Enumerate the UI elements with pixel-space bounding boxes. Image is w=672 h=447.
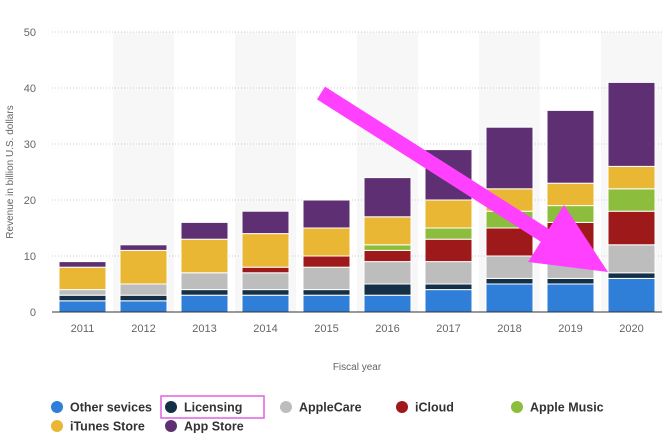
legend-label-other-sevices: Other sevices bbox=[70, 401, 152, 415]
y-axis-ticks: 0 10 20 30 40 50 bbox=[24, 27, 36, 319]
bar-2013-licensing bbox=[180, 289, 229, 296]
x-tick-label: 2013 bbox=[192, 323, 216, 335]
bar-2014-app-store bbox=[241, 210, 290, 235]
x-tick-label: 2012 bbox=[131, 323, 155, 335]
x-tick-label: 2017 bbox=[436, 323, 460, 335]
legend-label-applecare: AppleCare bbox=[299, 401, 362, 415]
x-axis-title: Fiscal year bbox=[333, 362, 382, 373]
x-tick-label: 2018 bbox=[497, 323, 521, 335]
legend-label-app-store: App Store bbox=[184, 420, 244, 434]
bar-2020-licensing bbox=[607, 272, 656, 279]
legend-label-apple-music: Apple Music bbox=[530, 401, 604, 415]
x-tick-label: 2016 bbox=[375, 323, 399, 335]
bar-2013-other-sevices bbox=[180, 294, 229, 313]
bar-2015-itunes-store bbox=[302, 227, 351, 257]
bar-2020-icloud bbox=[607, 210, 656, 246]
bar-2014-applecare bbox=[241, 272, 290, 291]
bar-2015-other-sevices bbox=[302, 294, 351, 313]
bar-2019-app-store bbox=[546, 109, 595, 184]
legend-marker-app-store bbox=[165, 420, 177, 432]
bar-2019-other-sevices bbox=[546, 283, 595, 313]
x-axis-ticks: 2011 2012 2013 2014 2015 2016 2017 2018 2019 2020 bbox=[71, 323, 644, 335]
legend-highlight-box bbox=[160, 395, 265, 419]
bar-2020-applecare bbox=[607, 244, 656, 274]
x-tick-label: 2019 bbox=[558, 323, 582, 335]
bar-2011-itunes-store bbox=[58, 266, 107, 291]
y-tick-label: 50 bbox=[24, 27, 36, 39]
y-tick-label: 10 bbox=[24, 251, 36, 263]
bar-2020-apple-music bbox=[607, 188, 656, 212]
arrow-head bbox=[528, 205, 608, 272]
annotation-arrow bbox=[316, 86, 608, 272]
y-axis-title: Revenue in billion U.S. dollars bbox=[5, 105, 16, 238]
bar-2013-app-store bbox=[180, 221, 229, 240]
bar-2014-other-sevices bbox=[241, 294, 290, 313]
bar-2019-licensing bbox=[546, 277, 595, 285]
x-tick-label: 2011 bbox=[71, 323, 95, 335]
bar-2017-other-sevices bbox=[424, 289, 473, 313]
legend-marker-icloud bbox=[396, 401, 408, 413]
legend-label-licensing: Licensing bbox=[184, 401, 242, 415]
legend-marker-other-sevices bbox=[51, 401, 63, 413]
bar-2014-itunes-store bbox=[241, 233, 290, 268]
bar-2014-licensing bbox=[241, 289, 290, 296]
legend: Other sevices Licensing AppleCare iCloud App… bbox=[51, 395, 604, 434]
bar-2016-other-sevices bbox=[363, 294, 412, 313]
bar-2012-other-sevices bbox=[119, 300, 168, 313]
legend-label-icloud: iCloud bbox=[415, 401, 454, 415]
bar-2012-licensing bbox=[119, 294, 168, 302]
bar-2016-licensing bbox=[363, 283, 412, 296]
bar-2018-icloud bbox=[485, 227, 534, 257]
bar-2016-applecare bbox=[363, 261, 412, 285]
bar-2012-applecare bbox=[119, 283, 168, 296]
x-tick-label: 2020 bbox=[619, 323, 643, 335]
legend-marker-itunes-store bbox=[51, 420, 63, 432]
y-tick-label: 40 bbox=[24, 83, 36, 95]
bar-2011-licensing bbox=[58, 294, 107, 302]
bar-2013-applecare bbox=[180, 272, 229, 291]
x-tick-label: 2014 bbox=[253, 323, 277, 335]
bar-2015-licensing bbox=[302, 289, 351, 296]
legend-marker-applecare bbox=[280, 401, 292, 413]
y-tick-label: 20 bbox=[24, 195, 36, 207]
bar-2019-itunes-store bbox=[546, 182, 595, 207]
x-tick-label: 2015 bbox=[314, 323, 338, 335]
bar-2011-other-sevices bbox=[58, 300, 107, 313]
bar-2017-itunes-store bbox=[424, 199, 473, 229]
bar-2011-applecare bbox=[58, 289, 107, 296]
bar-2016-app-store bbox=[363, 177, 412, 218]
legend-marker-licensing bbox=[165, 401, 177, 413]
bar-2017-applecare bbox=[424, 261, 473, 285]
legend-marker-apple-music bbox=[511, 401, 523, 413]
bar-2017-apple-music bbox=[424, 227, 473, 240]
bar-2018-applecare bbox=[485, 255, 534, 279]
bar-2013-itunes-store bbox=[180, 238, 229, 274]
bar-2014-icloud bbox=[241, 266, 290, 274]
bar-2017-icloud bbox=[424, 238, 473, 263]
bar-2015-icloud bbox=[302, 255, 351, 268]
bar-2016-itunes-store bbox=[363, 216, 412, 246]
legend-label-itunes-store: iTunes Store bbox=[70, 420, 145, 434]
bar-2018-app-store bbox=[485, 126, 534, 190]
bar-2015-app-store bbox=[302, 199, 351, 229]
arrow-shaft bbox=[316, 86, 565, 252]
bar-2020-other-sevices bbox=[607, 277, 656, 313]
bar-2012-itunes-store bbox=[119, 249, 168, 285]
bar-2015-applecare bbox=[302, 266, 351, 291]
bar-2011-app-store bbox=[58, 261, 107, 268]
y-tick-label: 0 bbox=[30, 307, 36, 319]
bar-2018-other-sevices bbox=[485, 283, 534, 313]
bar-2017-licensing bbox=[424, 283, 473, 291]
bar-2020-app-store bbox=[607, 81, 656, 167]
bar-2012-app-store bbox=[119, 244, 168, 251]
bar-2016-icloud bbox=[363, 249, 412, 263]
bar-2020-itunes-store bbox=[607, 165, 656, 190]
bar-2016-apple-music bbox=[363, 244, 412, 251]
y-tick-label: 30 bbox=[24, 139, 36, 151]
bar-2018-licensing bbox=[485, 277, 534, 285]
